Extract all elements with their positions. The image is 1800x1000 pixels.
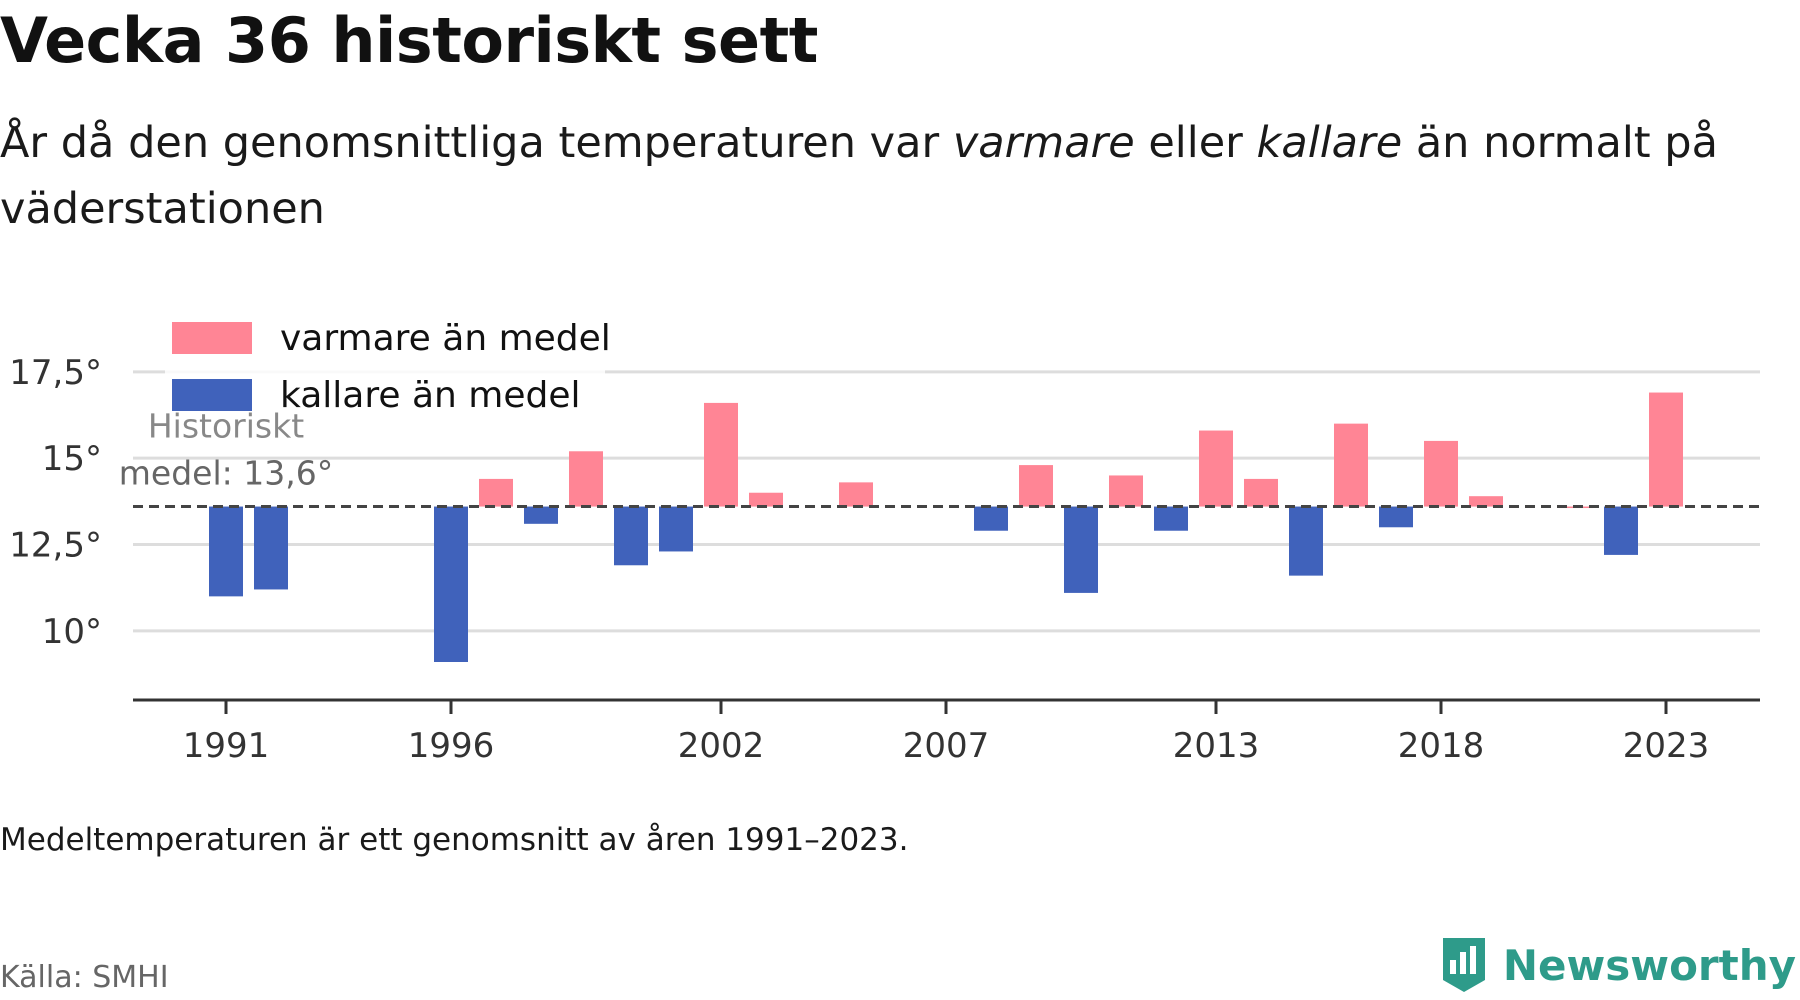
chart-subtitle: År då den genomsnittliga temperaturen va…: [0, 110, 1720, 242]
x-tick-label: 2013: [1173, 726, 1260, 766]
bar-cold: [614, 506, 648, 566]
legend: varmare än medel kallare än medel: [165, 307, 611, 416]
bar-warm: [1244, 478, 1278, 507]
bar-cold: [209, 506, 243, 597]
source-label: Källa: SMHI: [0, 960, 169, 995]
subtitle-warm-word: varmare: [952, 118, 1135, 168]
bar-warm: [569, 451, 603, 507]
legend-swatch-warm: [172, 322, 252, 354]
bar-warm: [1199, 430, 1233, 507]
x-axis: 1991 1996 2002 2007 2013 2018 2023: [133, 698, 1760, 766]
baseline-label-line1: Historiskt: [148, 407, 304, 446]
bar-warm: [1109, 475, 1143, 507]
y-tick-label: 12,5°: [9, 526, 102, 566]
bar-warm: [1334, 423, 1368, 507]
subtitle-part-2: eller: [1134, 118, 1257, 168]
footnote: Medeltemperaturen är ett genomsnitt av å…: [0, 822, 909, 858]
bar-warm: [704, 402, 738, 507]
bar-warm: [1019, 465, 1053, 507]
x-tick-label: 1991: [183, 726, 270, 766]
y-tick-label: 10°: [42, 612, 102, 652]
x-tick-label: 1996: [408, 726, 495, 766]
bar-cold: [1064, 506, 1098, 593]
bars: [209, 392, 1683, 662]
brand: Newsworthy: [1439, 936, 1796, 994]
bar-cold: [1289, 506, 1323, 576]
subtitle-part-1: År då den genomsnittliga temperaturen va…: [0, 118, 953, 168]
x-tick-label: 2002: [678, 726, 765, 766]
legend-label-warm: varmare än medel: [280, 318, 611, 359]
bar-cold: [1154, 506, 1188, 531]
x-tick-label: 2007: [903, 726, 990, 766]
legend-swatch-cold: [172, 379, 252, 411]
bar-cold: [1379, 506, 1413, 528]
bar-cold: [659, 506, 693, 552]
bar-warm: [1649, 392, 1683, 507]
baseline: Historiskt medel: 13,6°: [119, 407, 1760, 509]
bar-cold: [524, 506, 558, 524]
y-tick-label: 17,5°: [9, 353, 102, 393]
legend-label-cold: kallare än medel: [280, 375, 580, 416]
bar-warm: [479, 478, 513, 507]
subtitle-cold-word: kallare: [1256, 118, 1403, 168]
bar-cold: [1604, 506, 1638, 555]
baseline-label-line2: medel: 13,6°: [119, 454, 333, 493]
bar-warm: [749, 492, 783, 507]
newsworthy-logo-icon: [1442, 938, 1485, 992]
bar-warm: [1469, 496, 1503, 507]
x-tick-label: 2023: [1623, 726, 1710, 766]
bar-warm: [1424, 440, 1458, 507]
y-axis: 10° 12,5° 15° 17,5°: [9, 353, 102, 652]
bar-cold: [974, 506, 1008, 531]
y-tick-label: 15°: [42, 439, 102, 479]
chart-title: Vecka 36 historiskt sett: [0, 4, 818, 77]
bar-cold: [254, 506, 288, 590]
x-tick-label: 2018: [1398, 726, 1485, 766]
bar-warm: [839, 482, 873, 507]
subtitle-part-3: än normalt på väderstationen: [0, 118, 1718, 234]
bar-cold: [434, 506, 468, 662]
brand-name: Newsworthy: [1502, 940, 1796, 990]
